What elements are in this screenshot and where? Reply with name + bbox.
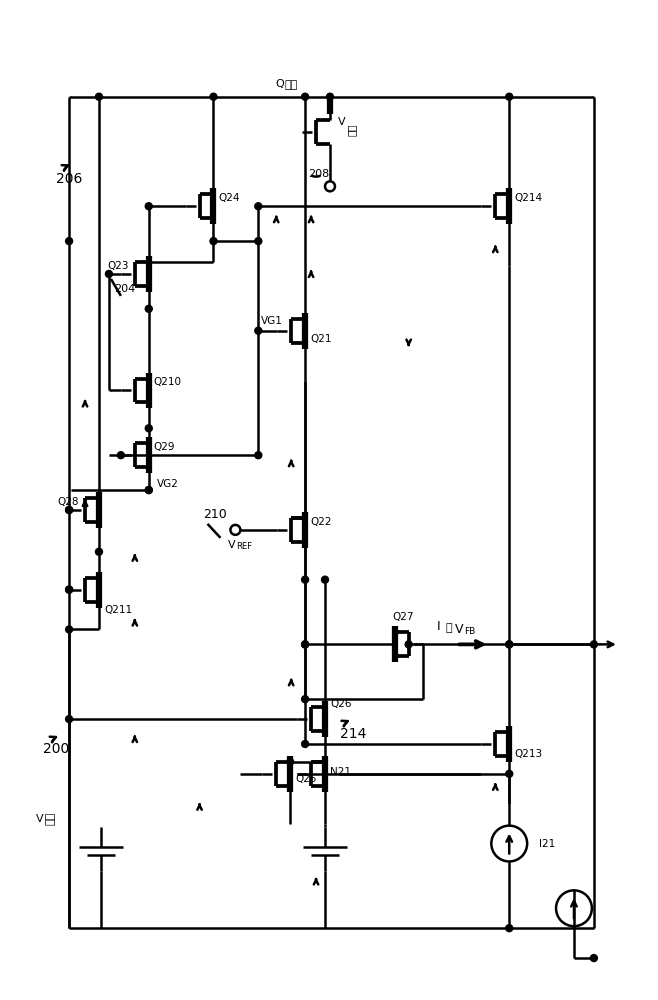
Circle shape xyxy=(326,93,334,100)
Text: 输出: 输出 xyxy=(347,123,357,136)
Text: V: V xyxy=(338,117,345,127)
Circle shape xyxy=(117,452,124,459)
Text: Q29: Q29 xyxy=(154,442,175,452)
Text: I21: I21 xyxy=(539,839,555,849)
Circle shape xyxy=(325,181,335,191)
Circle shape xyxy=(66,586,72,593)
Text: Q26: Q26 xyxy=(330,699,351,709)
Circle shape xyxy=(301,93,309,100)
Circle shape xyxy=(287,758,293,765)
Text: 200: 200 xyxy=(43,742,70,756)
Circle shape xyxy=(66,586,72,593)
Text: FB: FB xyxy=(465,627,476,636)
Circle shape xyxy=(255,452,262,459)
Text: Q22: Q22 xyxy=(310,517,332,527)
Circle shape xyxy=(301,740,309,747)
Text: Q214: Q214 xyxy=(514,193,542,203)
Circle shape xyxy=(66,238,72,245)
Circle shape xyxy=(506,641,513,648)
Circle shape xyxy=(210,238,217,245)
Circle shape xyxy=(145,425,152,432)
Text: REF: REF xyxy=(236,542,253,551)
Circle shape xyxy=(145,305,152,312)
Circle shape xyxy=(590,641,597,648)
Circle shape xyxy=(210,93,217,100)
Circle shape xyxy=(95,93,103,100)
Text: Q: Q xyxy=(275,79,284,89)
Text: V: V xyxy=(228,540,235,550)
Circle shape xyxy=(66,716,72,723)
Circle shape xyxy=(322,576,328,583)
Text: VG1: VG1 xyxy=(261,316,283,326)
Circle shape xyxy=(301,696,309,703)
Circle shape xyxy=(506,925,513,932)
Circle shape xyxy=(145,203,152,210)
Text: 210: 210 xyxy=(203,508,227,521)
Text: V: V xyxy=(455,623,463,636)
Circle shape xyxy=(301,641,309,648)
Text: 208: 208 xyxy=(308,169,330,179)
Circle shape xyxy=(301,576,309,583)
Text: 输入: 输入 xyxy=(45,812,55,825)
Circle shape xyxy=(230,525,240,535)
Circle shape xyxy=(105,270,113,277)
Text: VG2: VG2 xyxy=(157,479,178,489)
Text: Q210: Q210 xyxy=(154,377,182,387)
Circle shape xyxy=(66,506,72,513)
Circle shape xyxy=(255,327,262,334)
Circle shape xyxy=(66,626,72,633)
Text: V: V xyxy=(36,814,44,824)
Circle shape xyxy=(255,238,262,245)
Text: Q27: Q27 xyxy=(393,612,415,622)
Text: Q211: Q211 xyxy=(104,605,132,615)
Text: 传输: 传输 xyxy=(284,80,297,90)
Circle shape xyxy=(301,641,309,648)
Circle shape xyxy=(506,770,513,777)
Circle shape xyxy=(95,548,103,555)
Text: 204: 204 xyxy=(114,284,135,294)
Circle shape xyxy=(145,487,152,494)
Circle shape xyxy=(506,641,513,648)
Text: N21: N21 xyxy=(330,767,351,777)
Circle shape xyxy=(506,93,513,100)
Circle shape xyxy=(255,203,262,210)
Text: I: I xyxy=(436,620,440,633)
Text: Q23: Q23 xyxy=(107,261,128,271)
Circle shape xyxy=(590,955,597,962)
Text: 馈: 馈 xyxy=(445,623,452,633)
Text: Q24: Q24 xyxy=(218,193,240,203)
Text: 206: 206 xyxy=(56,172,82,186)
Circle shape xyxy=(66,506,72,513)
Text: Q25: Q25 xyxy=(295,774,316,784)
Text: Q213: Q213 xyxy=(514,749,542,759)
Circle shape xyxy=(405,641,412,648)
Circle shape xyxy=(145,487,152,494)
Text: Q21: Q21 xyxy=(310,334,332,344)
Text: Q28: Q28 xyxy=(57,497,79,507)
Text: 214: 214 xyxy=(340,727,367,741)
